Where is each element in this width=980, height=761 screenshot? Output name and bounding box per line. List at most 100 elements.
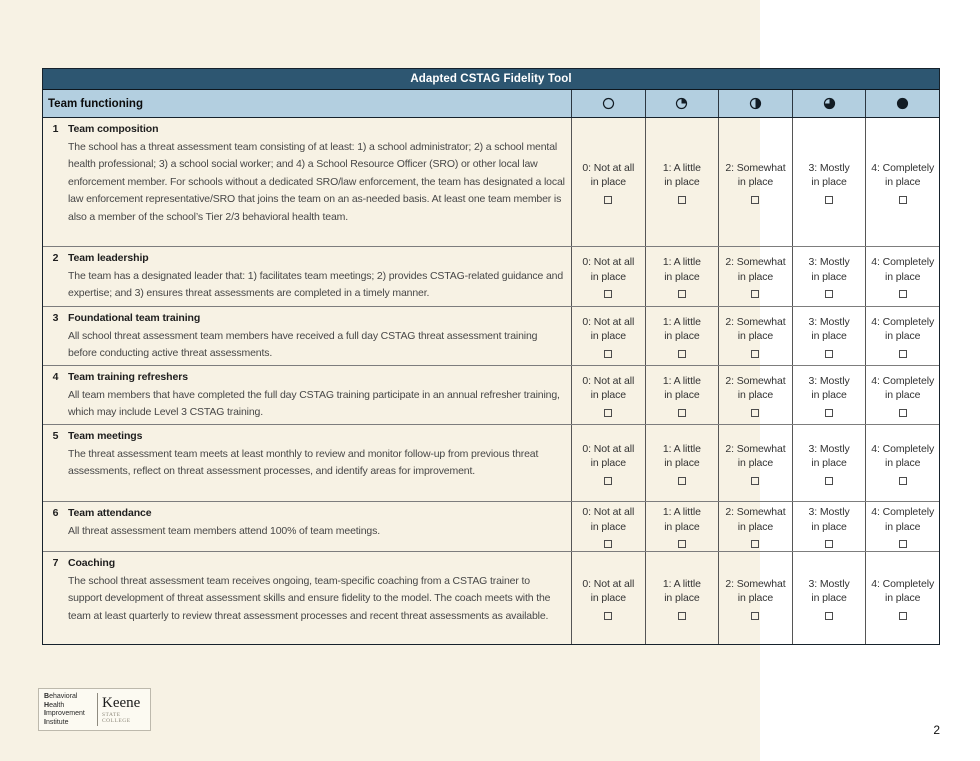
institute-line: Health [44,701,65,709]
college-name: Keene [102,694,141,711]
rating-checkbox[interactable] [751,540,760,548]
rating-checkbox[interactable] [751,195,760,204]
rating-label: in place [664,176,700,188]
rating-checkbox[interactable] [825,540,834,548]
item-text: Team composition The school has a threat… [68,121,571,246]
rating-label: in place [884,592,921,604]
rating-label: in place [590,520,627,533]
rating-label: 0: Not at all [582,256,635,268]
rating-checkbox[interactable] [825,408,834,417]
item-cell: 7 Coaching The school threat assessment … [43,552,571,644]
rating-checkbox[interactable] [677,476,686,485]
rating-label: in place [811,330,847,342]
rating-cell-not-at-all: 0: Not at all in place [571,502,645,551]
rating-label: 1: A little [662,442,701,455]
rating-label: in place [811,520,847,533]
rating-checkbox[interactable] [825,611,834,620]
rating-checkbox[interactable] [898,290,907,298]
rating-checkbox[interactable] [677,611,686,620]
item-number: 4 [52,371,59,383]
rating-column-header-0 [571,90,645,117]
rating-checkbox[interactable] [751,476,760,485]
item-description: The school threat assessment team receiv… [68,574,551,622]
rating-label: 2: Somewhat [725,442,786,455]
rating-label: in place [811,457,847,469]
rating-checkbox[interactable] [604,195,613,204]
rating-checkbox[interactable] [825,476,834,485]
rating-label: 4: Completely [871,577,935,590]
rating-label: in place [884,389,921,401]
rating-label: in place [590,389,627,401]
rating-checkbox[interactable] [898,349,907,358]
rating-checkbox[interactable] [677,290,686,298]
circle-quarter-filled-icon [676,97,688,110]
rating-label: in place [664,592,700,604]
item-title: Team attendance [68,507,152,519]
section-header: Team functioning [48,97,143,110]
rating-checkbox[interactable] [825,290,834,298]
rating-column-header-3 [791,90,866,117]
item-cell: 2 Team leadership The team has a designa… [43,247,571,306]
rating-checkbox[interactable] [604,476,613,485]
rating-cell-a-little: 1: A little in place [644,425,719,501]
item-text: Team training refreshers All team member… [68,369,571,424]
rating-label: in place [884,330,921,342]
circle-half-filled-icon [749,97,762,110]
table-body: 1 Team composition The school has a thre… [43,118,939,644]
item-text: Team attendance All threat assessment te… [68,505,571,551]
rating-label: in place [590,457,627,469]
rating-label: 4: Completely [871,315,935,328]
rating-label: in place [664,520,700,533]
table-row: 4 Team training refreshers All team memb… [43,365,939,424]
table-title-bar: Adapted CSTAG Fidelity Tool [43,69,939,90]
item-description: All threat assessment team members atten… [68,524,380,537]
rating-cell-mostly: 3: Mostly in place [791,552,866,644]
rating-checkbox[interactable] [825,349,834,358]
rating-checkbox[interactable] [604,349,613,358]
rating-checkbox[interactable] [751,408,760,417]
rating-cell-somewhat: 2: Somewhat in place [718,247,792,306]
rating-cell-mostly: 3: Mostly in place [791,425,866,501]
rating-checkbox[interactable] [898,408,907,417]
rating-label: 2: Somewhat [725,506,786,518]
rating-checkbox[interactable] [604,408,613,417]
table-row: 1 Team composition The school has a thre… [43,118,939,246]
table-title: Adapted CSTAG Fidelity Tool [410,73,572,85]
item-number: 5 [52,430,59,442]
rating-checkbox[interactable] [825,195,834,204]
rating-checkbox[interactable] [604,611,613,620]
rating-checkbox[interactable] [677,195,686,204]
rating-label: 1: A little [662,256,701,268]
item-text: Team leadership The team has a designate… [68,250,571,306]
rating-label: 4: Completely [871,442,935,455]
rating-checkbox[interactable] [677,408,686,417]
rating-label: in place [737,389,774,401]
rating-checkbox[interactable] [751,349,760,358]
item-text: Foundational team training All school th… [68,310,571,365]
rating-column-header-4 [865,90,939,117]
institute-line: Improvement [44,710,85,718]
rating-checkbox[interactable] [898,611,907,620]
item-text: Coaching The school threat assessment te… [68,555,571,644]
rating-label: 3: Mostly [808,161,850,174]
rating-cell-mostly: 3: Mostly in place [791,502,866,551]
rating-checkbox[interactable] [898,195,907,204]
rating-label: 0: Not at all [582,315,635,328]
rating-checkbox[interactable] [751,290,760,298]
rating-label: in place [884,176,921,188]
rating-label: 2: Somewhat [725,256,786,268]
item-title: Team training refreshers [68,371,188,383]
rating-checkbox[interactable] [677,540,686,548]
rating-checkbox[interactable] [604,290,613,298]
rating-checkbox[interactable] [604,540,613,548]
rating-label: in place [737,520,774,533]
rating-checkbox[interactable] [898,540,907,548]
item-description: All school threat assessment team member… [68,329,538,360]
rating-checkbox[interactable] [898,476,907,485]
rating-checkbox[interactable] [677,349,686,358]
rating-label: 0: Not at all [582,374,635,387]
rating-label: 3: Mostly [808,506,850,518]
item-cell: 5 Team meetings The threat assessment te… [43,425,571,501]
rating-cell-not-at-all: 0: Not at all in place [571,425,645,501]
rating-checkbox[interactable] [751,611,760,620]
